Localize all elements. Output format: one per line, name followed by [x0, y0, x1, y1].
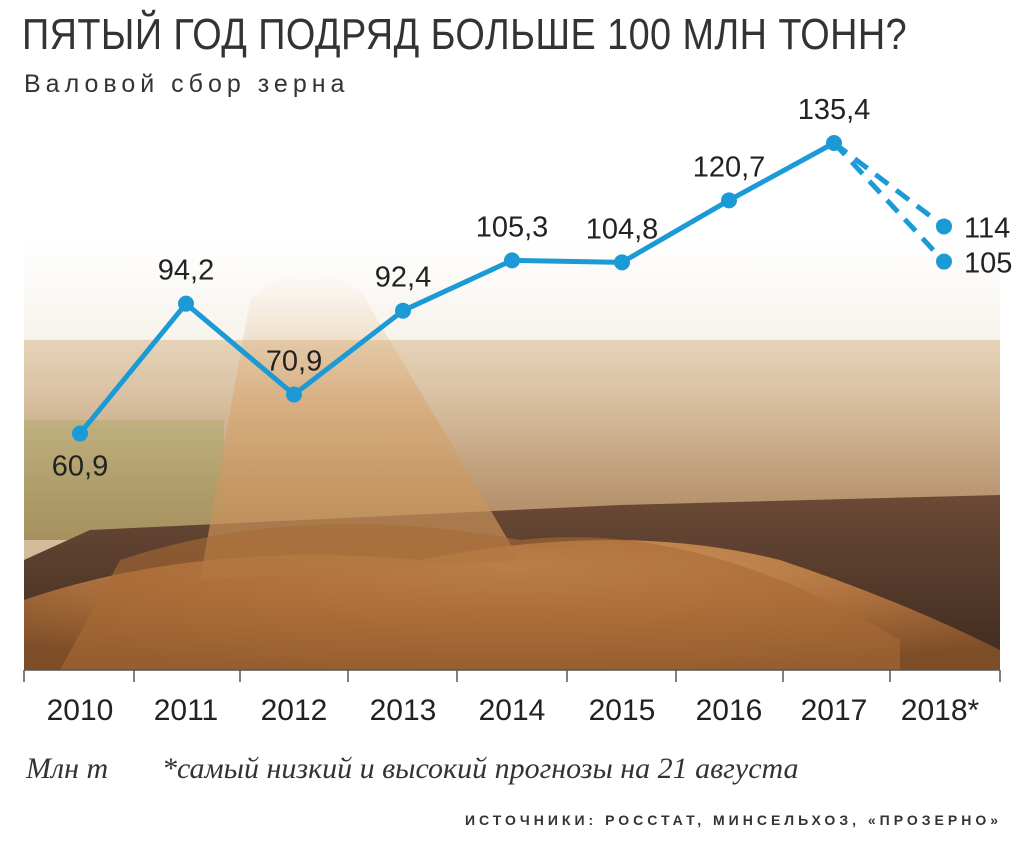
forecast-point: [936, 218, 952, 235]
data-point: [72, 425, 88, 442]
data-point: [614, 254, 630, 271]
x-tick-label: 2012: [261, 694, 328, 727]
data-point: [504, 252, 520, 269]
x-tick-label: 2018*: [901, 694, 980, 727]
x-tick-label: 2011: [154, 694, 219, 727]
data-label: 70,9: [266, 346, 322, 378]
x-tick-label: 2017: [801, 694, 868, 727]
data-point: [826, 135, 842, 151]
data-label: 94,2: [158, 255, 214, 287]
forecast-label: 105: [964, 248, 1012, 280]
source-note: ИСТОЧНИКИ: РОССТАТ, МИНСЕЛЬХОЗ, «ПРОЗЕРН…: [464, 812, 1002, 828]
data-labels: 114 105 60,9 94,2 70,9 92,4 105,3 104,8 120,7 135…: [52, 94, 1013, 483]
data-point: [721, 192, 737, 209]
x-tick-label: 2010: [47, 694, 114, 727]
x-tick-label: 2014: [479, 694, 546, 727]
footnote: *самый низкий и высокий прогнозы на 21 а…: [162, 752, 799, 785]
data-point: [178, 295, 194, 312]
data-label: 120,7: [693, 151, 766, 183]
forecast-point: [936, 253, 952, 270]
forecast-line: [832, 141, 946, 229]
data-label: 92,4: [375, 262, 431, 294]
series-markers: [72, 135, 952, 442]
data-label: 105,3: [476, 211, 549, 243]
data-point: [286, 386, 302, 403]
data-label: 60,9: [52, 451, 108, 483]
background-photo: [24, 240, 1000, 670]
unit-label: Млн т: [26, 752, 109, 785]
chart-subtitle: Валовой сбор зерна: [24, 70, 350, 98]
data-label: 135,4: [798, 94, 871, 126]
forecast-line: [832, 141, 946, 264]
series-lines: [78, 140, 946, 436]
x-tick-label: 2016: [696, 694, 763, 727]
chart-title: ПЯТЫЙ ГОД ПОДРЯД БОЛЬШЕ 100 МЛН ТОНН?: [22, 10, 908, 59]
forecast-label: 114: [964, 212, 1010, 244]
x-tick-label: 2015: [589, 694, 656, 727]
x-tick-label: 2013: [370, 694, 437, 727]
x-axis-ticks: 2010 2011 2012 2013 2014 2015 2016 2017 2018*: [23, 670, 1001, 727]
data-label: 104,8: [586, 213, 659, 245]
series-line: [78, 140, 836, 436]
data-point: [395, 302, 411, 319]
